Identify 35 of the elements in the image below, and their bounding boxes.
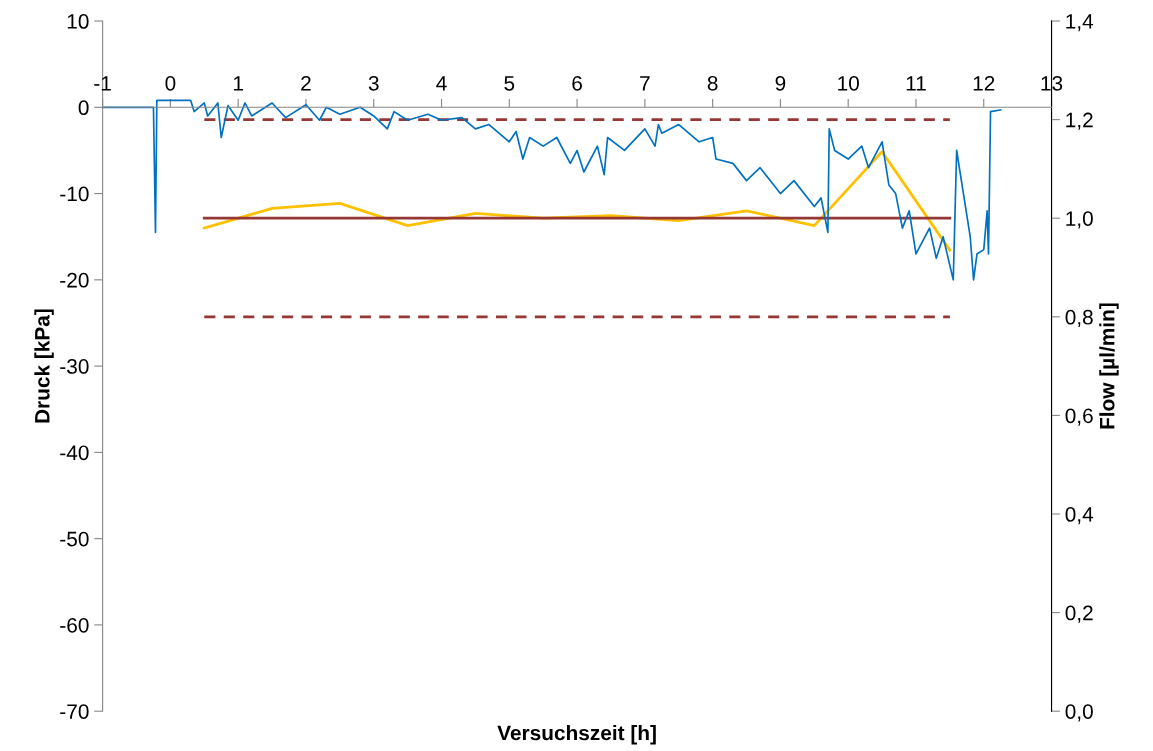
y-tick-label: -70 (60, 704, 89, 719)
x-tick-label: 0 (165, 75, 176, 91)
y2-tick-label: 0,4 (1065, 507, 1094, 525)
x-axis-title: Versuchszeit [h] (497, 725, 656, 745)
x-tick-label: 11 (906, 76, 926, 91)
x-tick-label: 4 (436, 76, 447, 91)
x-tick-label: 1 (233, 76, 243, 91)
x-tick-label: 12 (973, 75, 995, 91)
line-series (102, 99, 1002, 281)
y-axis-title: Druck [kPa] (34, 309, 54, 423)
x-tick-label: 5 (504, 76, 515, 91)
y2-tick-label: 0,0 (1065, 704, 1093, 722)
y2-tick-label: 1,0 (1066, 211, 1093, 229)
y2-tick-label: 0,6 (1065, 408, 1093, 426)
y-tick-label: -40 (60, 445, 89, 461)
y-tick-label: -10 (60, 186, 89, 202)
y2-tick-label: 0,8 (1065, 309, 1093, 328)
x-tick-label: -1 (94, 76, 111, 91)
y2-tick-label: 0,2 (1065, 605, 1093, 623)
y-tick-label: -60 (60, 617, 89, 633)
x-tick-label: 7 (640, 76, 650, 91)
y-tick-label: -20 (60, 272, 89, 288)
y-tick-label: -50 (60, 531, 89, 547)
y2-tick-label: 1,2 (1066, 112, 1093, 130)
x-tick-label: 8 (707, 75, 718, 91)
y2-axis-title: Flow [µl/min] (1099, 303, 1119, 429)
y2-tick-label: 1,4 (1066, 14, 1094, 32)
y-tick-label: 0 (78, 100, 89, 116)
y-tick-label: 10 (67, 14, 89, 29)
x-tick-label: 3 (368, 75, 379, 91)
x-tick-label: 2 (301, 75, 311, 91)
x-tick-label: 9 (775, 75, 786, 91)
x-tick-label: 6 (572, 75, 582, 91)
x-tick-label: 10 (838, 75, 859, 91)
y-tick-label: -30 (60, 359, 89, 374)
